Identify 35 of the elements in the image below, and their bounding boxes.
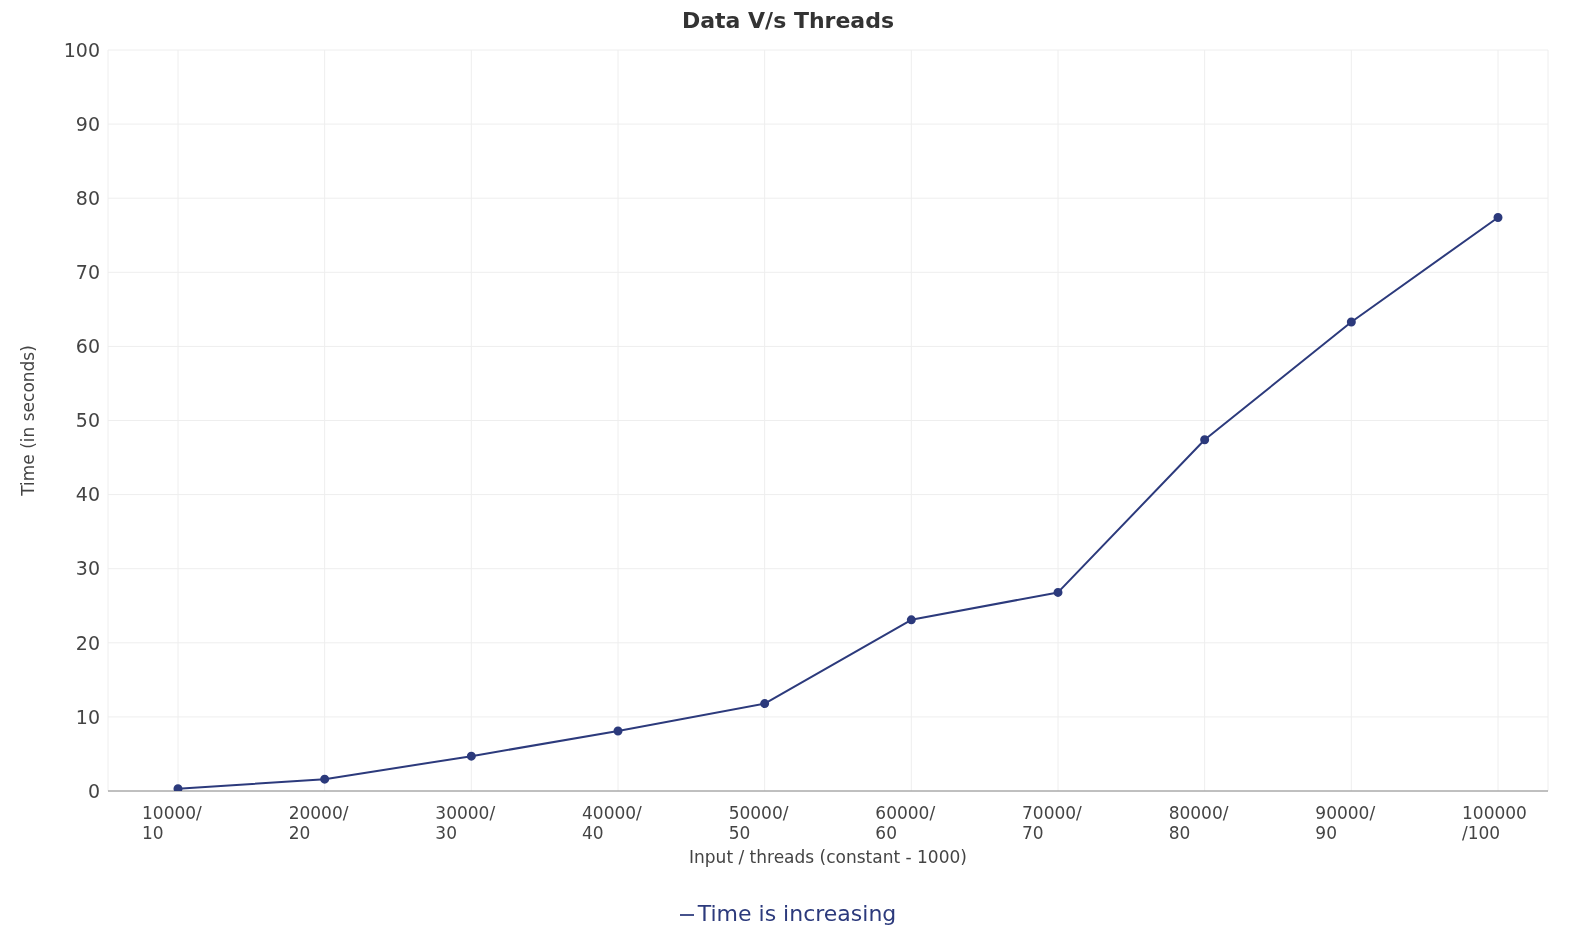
y-tick-label: 60 [75, 335, 100, 358]
x-tick-label: 70000/ 70 [1022, 803, 1083, 843]
y-tick-label: 50 [75, 409, 100, 432]
y-tick-label: 30 [75, 557, 100, 580]
y-tick-label: 70 [75, 261, 100, 284]
x-tick-label: 40000/ 40 [582, 803, 643, 843]
point [613, 726, 623, 736]
point [320, 774, 330, 784]
point [1346, 317, 1356, 327]
x-tick-label: 20000/ 20 [288, 803, 349, 843]
x-axis-title: Input / threads (constant - 1000) [689, 847, 967, 867]
y-tick-label: 20 [75, 631, 100, 654]
point [1493, 212, 1503, 222]
y-tick-label: 80 [75, 186, 100, 209]
y-tick-label: 40 [75, 483, 100, 506]
x-tick-label: 10000/ 10 [142, 803, 203, 843]
legend-label: Time is increasing [697, 901, 897, 926]
x-tick-label: 60000/ 60 [875, 803, 936, 843]
point [1200, 435, 1210, 445]
point [173, 784, 183, 791]
point [466, 751, 476, 761]
y-tick-label: 0 [87, 779, 100, 802]
x-tick-label: 50000/ 50 [728, 803, 789, 843]
point [906, 615, 916, 625]
y-tick-label: 100 [63, 38, 100, 61]
x-tick-label: 90000/ 90 [1315, 803, 1376, 843]
y-tick-label: 90 [75, 112, 100, 135]
point [760, 699, 770, 709]
y-axis-title: Time (in seconds) [18, 345, 39, 497]
y-tick-label: 10 [75, 705, 100, 728]
chart-title: Data V/s Threads [680, 8, 896, 35]
x-tick-label: 100000 /100 [1462, 803, 1527, 843]
x-tick-label: 80000/ 80 [1168, 803, 1229, 843]
x-tick-label: 30000/ 30 [435, 803, 496, 843]
point [1053, 587, 1063, 597]
